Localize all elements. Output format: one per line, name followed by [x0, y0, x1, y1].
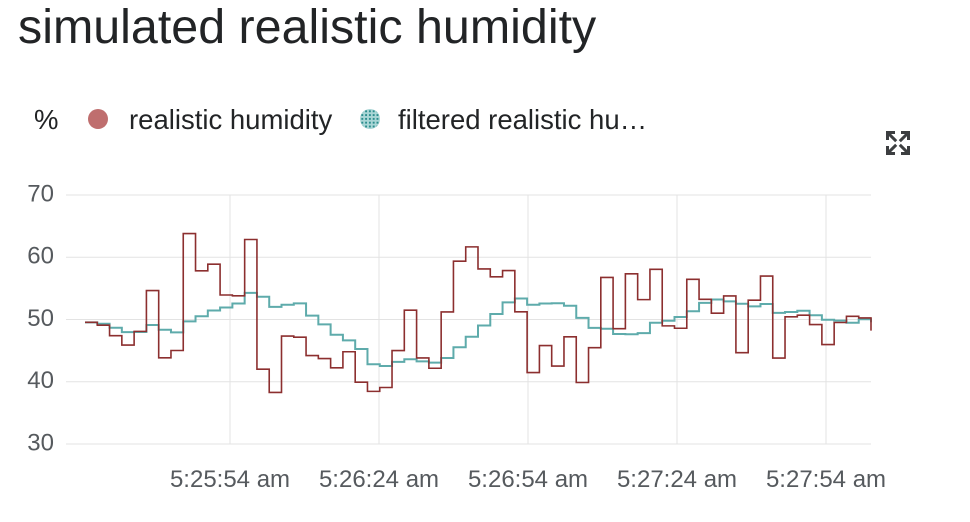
svg-text:5:26:24 am: 5:26:24 am [319, 466, 439, 493]
svg-text:60: 60 [27, 243, 54, 270]
svg-text:5:27:54 am: 5:27:54 am [766, 466, 886, 493]
svg-text:50: 50 [27, 305, 54, 332]
svg-text:5:27:24 am: 5:27:24 am [617, 466, 737, 493]
svg-text:30: 30 [27, 429, 54, 456]
svg-text:5:25:54 am: 5:25:54 am [170, 466, 290, 493]
svg-text:70: 70 [27, 180, 54, 207]
svg-text:5:26:54 am: 5:26:54 am [468, 466, 588, 493]
svg-text:40: 40 [27, 367, 54, 394]
